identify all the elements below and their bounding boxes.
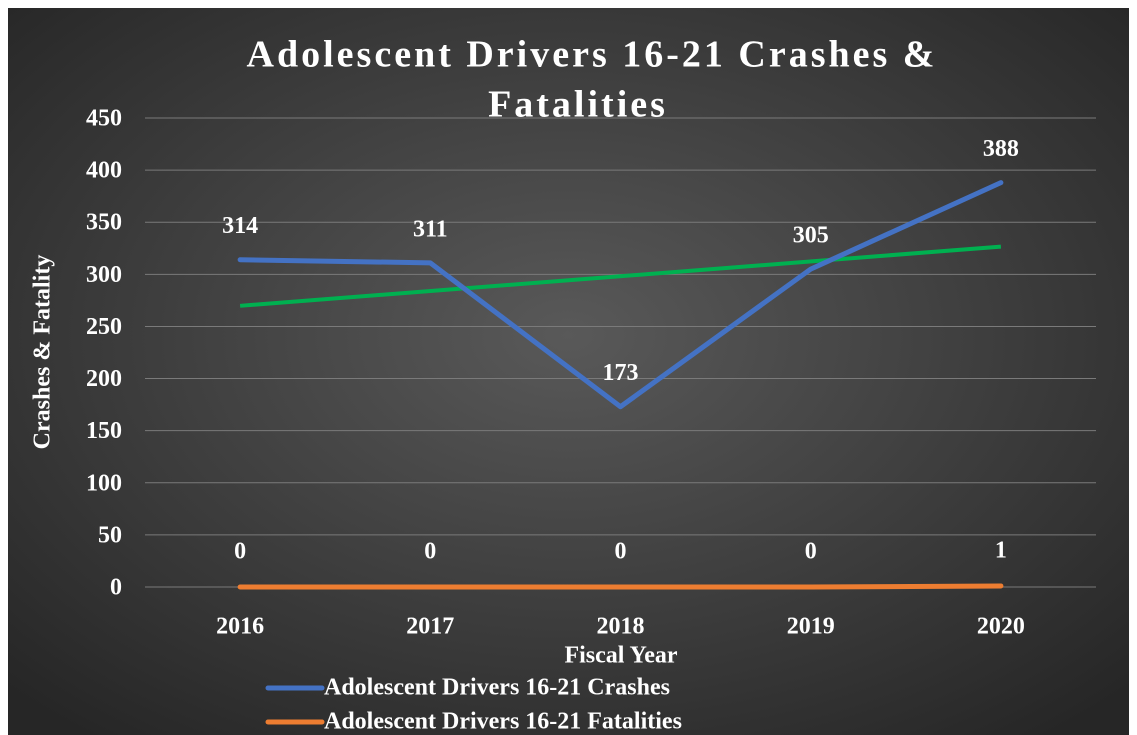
y-tick-label: 100 <box>86 470 122 496</box>
y-tick-label: 0 <box>110 575 122 601</box>
y-tick-label: 50 <box>98 522 122 548</box>
y-tick-label: 150 <box>86 418 122 444</box>
y-tick-label: 250 <box>86 314 122 340</box>
legend-label: Adolescent Drivers 16-21 Fatalities <box>324 709 682 735</box>
x-tick-label: 2016 <box>216 614 264 640</box>
chart-background <box>8 8 1129 735</box>
x-tick-label: 2018 <box>597 614 645 640</box>
data-label: 0 <box>805 539 817 565</box>
x-axis-title: Fiscal Year <box>564 643 677 669</box>
data-label: 1 <box>995 537 1007 563</box>
x-tick-label: 2019 <box>787 614 835 640</box>
chart-title: Adolescent Drivers 16-21 Crashes & <box>247 34 938 76</box>
series-line <box>237 180 1004 410</box>
x-tick-label: 2020 <box>977 614 1025 640</box>
trendline <box>239 244 1002 308</box>
x-tick-label: 2017 <box>406 614 454 640</box>
data-label: 305 <box>793 223 829 249</box>
legend-label: Adolescent Drivers 16-21 Crashes <box>324 675 670 701</box>
y-tick-label: 300 <box>86 262 122 288</box>
data-label: 0 <box>234 539 246 565</box>
data-label: 0 <box>424 539 436 565</box>
y-tick-label: 350 <box>86 210 122 236</box>
y-axis-title: Crashes & Fatality <box>30 255 56 450</box>
data-label: 0 <box>615 539 627 565</box>
y-tick-label: 450 <box>86 106 122 132</box>
series-line <box>237 583 1004 590</box>
data-label: 388 <box>983 136 1019 162</box>
data-label: 311 <box>413 216 448 242</box>
y-tick-label: 200 <box>86 366 122 392</box>
data-label: 173 <box>603 360 639 386</box>
data-label: 314 <box>222 213 258 239</box>
y-tick-label: 400 <box>86 158 122 184</box>
chart-title: Fatalities <box>488 84 668 126</box>
